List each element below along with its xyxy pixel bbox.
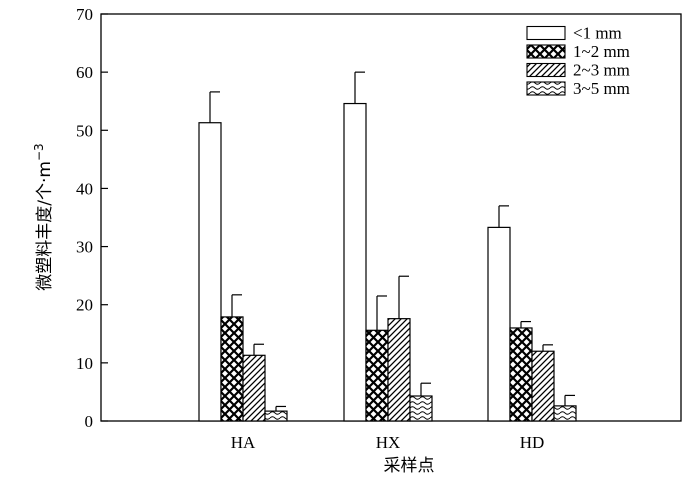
y-tick-label: 0 (85, 412, 94, 431)
x-tick-label: HD (520, 433, 545, 452)
bar (198, 122, 222, 422)
x-tick-label: HA (231, 433, 256, 452)
bar (531, 350, 555, 422)
bar (343, 102, 367, 422)
y-tick-label: 30 (76, 238, 93, 257)
legend-swatch (526, 44, 566, 59)
y-tick-label: 40 (76, 179, 93, 198)
bar (365, 329, 389, 422)
legend-label: 1~2 mm (573, 42, 630, 61)
x-axis-title: 采样点 (384, 456, 435, 476)
legend-swatch (526, 25, 566, 41)
bar (387, 318, 411, 422)
legend-swatch (526, 81, 566, 96)
y-tick-label: 20 (76, 296, 93, 315)
y-tick-label: 50 (76, 121, 93, 140)
legend: <1 mm1~2 mm2~3 mm3~5 mm (526, 24, 630, 98)
bar (264, 410, 288, 422)
bar (242, 354, 266, 422)
bar (409, 395, 433, 422)
legend-label: 3~5 mm (573, 79, 630, 98)
legend-swatch (526, 62, 566, 78)
plot-area: 0 10 20 30 40 50 60 70 HA HX HD (76, 5, 682, 452)
bar (509, 327, 533, 422)
y-axis-title-exponent: −3 (32, 143, 46, 161)
y-axis-title: 微塑料丰度/个·m−3 (32, 143, 55, 290)
y-tick-label: 70 (76, 5, 93, 24)
legend-label: 2~3 mm (573, 61, 630, 80)
y-tick-label: 10 (76, 354, 93, 373)
bar (487, 226, 511, 422)
y-tick-label: 60 (76, 63, 93, 82)
x-tick-label: HX (376, 433, 401, 452)
bar (553, 405, 577, 422)
y-axis-title-main: 微塑料丰度/个·m (35, 161, 55, 291)
bar (220, 316, 244, 422)
legend-label: <1 mm (573, 24, 622, 43)
